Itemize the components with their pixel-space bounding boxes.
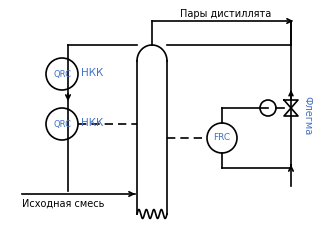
Text: НКК: НКК <box>81 68 103 78</box>
Text: НКК: НКК <box>81 118 103 128</box>
Text: QRC: QRC <box>53 120 71 128</box>
Text: QRC: QRC <box>53 70 71 78</box>
Text: Флегма: Флегма <box>302 96 312 136</box>
Text: Пары дистиллята: Пары дистиллята <box>180 9 271 19</box>
Text: Исходная смесь: Исходная смесь <box>22 199 104 209</box>
Text: FRC: FRC <box>213 134 231 142</box>
